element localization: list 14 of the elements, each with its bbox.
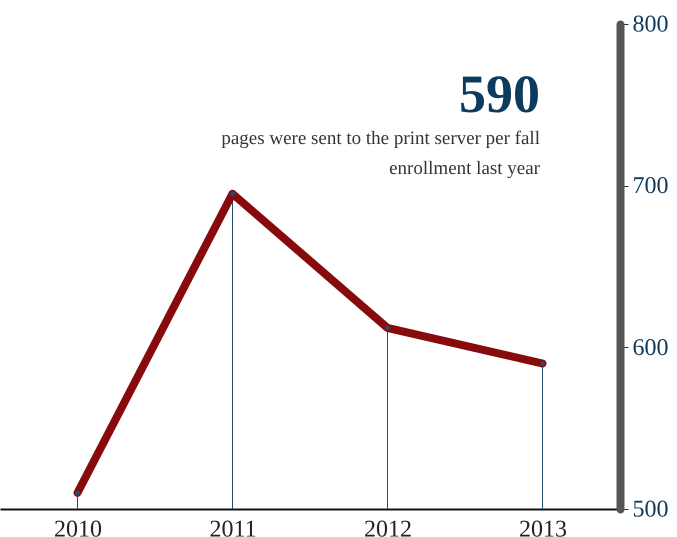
y-tick-label: 700	[632, 173, 668, 200]
x-tick-label: 2012	[364, 516, 412, 537]
x-tick-label: 2010	[54, 516, 102, 537]
text: 590	[459, 64, 540, 124]
point	[540, 361, 545, 366]
point	[230, 191, 235, 196]
x-tick-label: 2013	[519, 516, 567, 537]
y-tick-label: 500	[632, 496, 668, 522]
x-tick-label: 2011	[209, 516, 257, 537]
y-tick-label: 800	[632, 12, 668, 38]
y-tick-label: 600	[632, 334, 668, 361]
point	[385, 326, 390, 330]
point	[75, 490, 80, 496]
text: pages were sent to the print server per fall enrollment last year	[221, 128, 541, 179]
